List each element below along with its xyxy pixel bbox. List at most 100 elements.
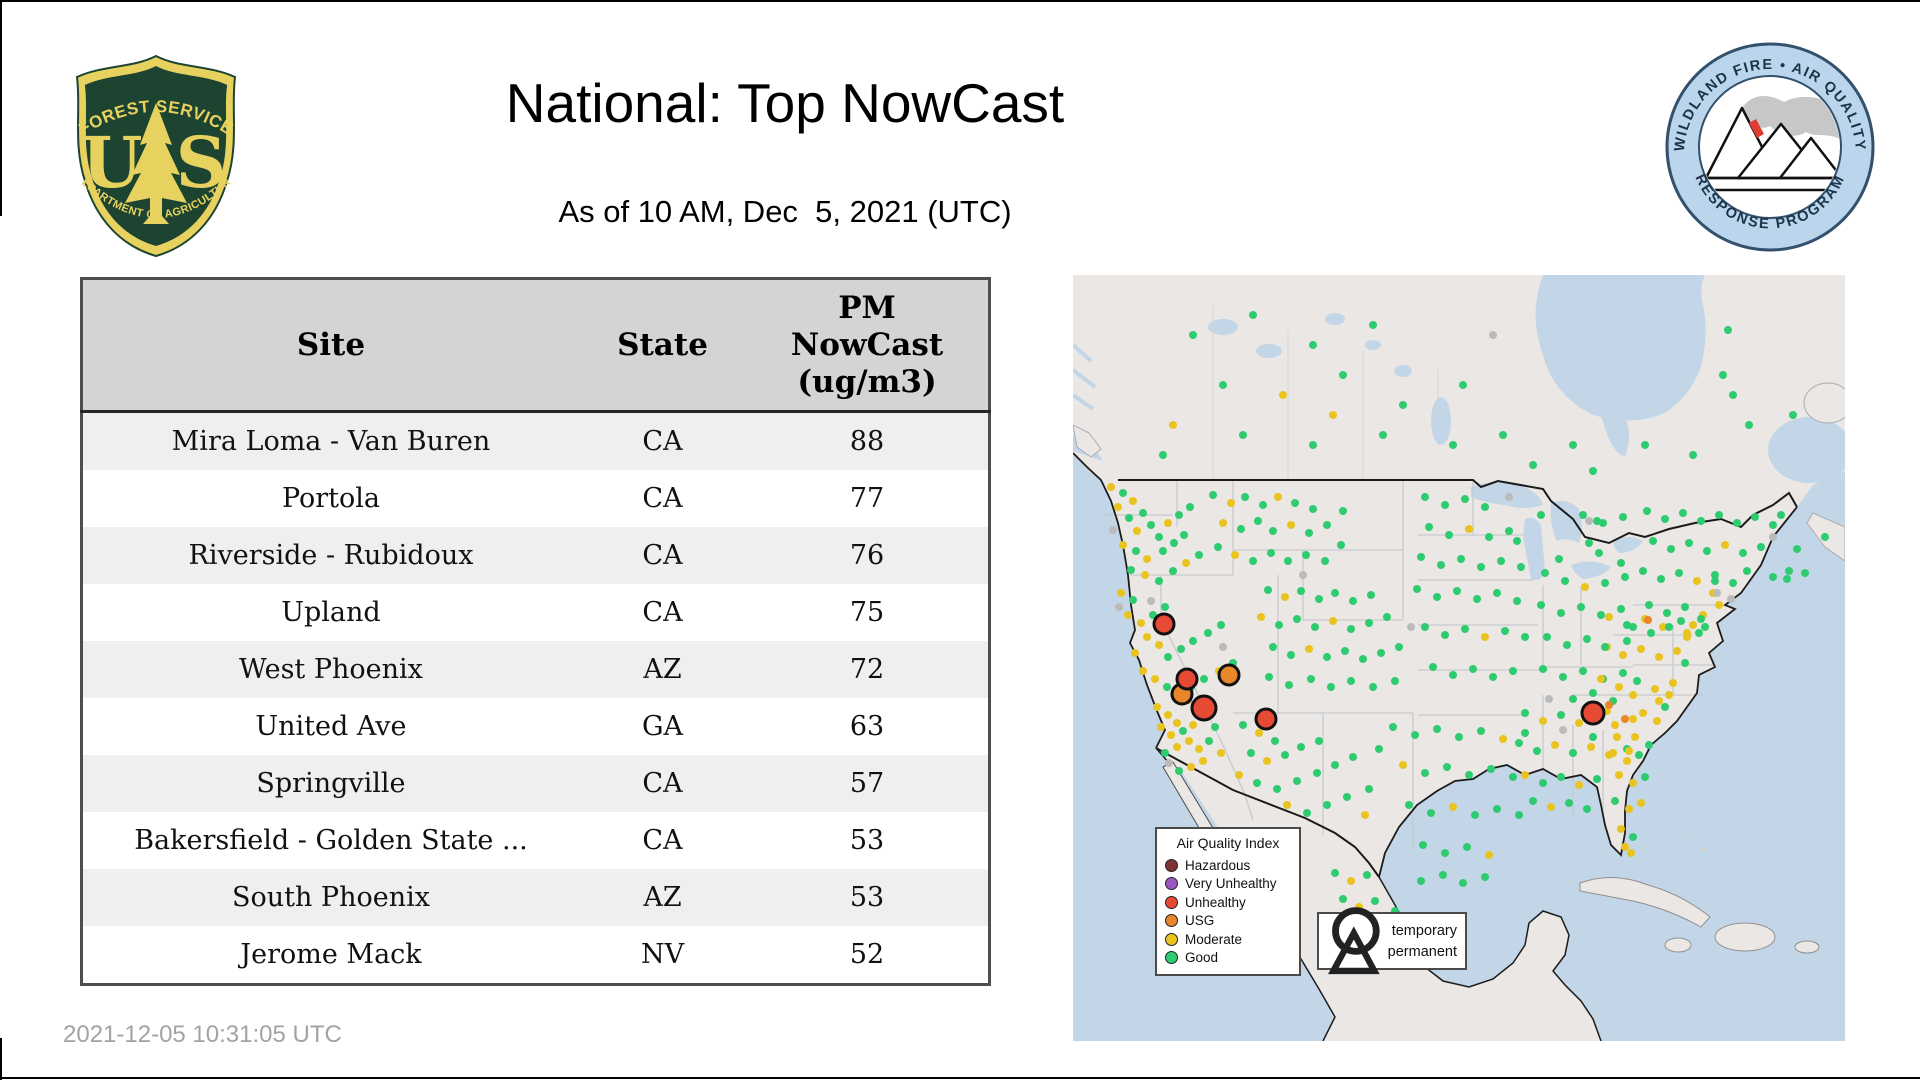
state-cell: GA — [641, 711, 684, 742]
state-cell: CA — [642, 483, 683, 514]
monitor-dot — [1114, 503, 1122, 511]
monitor-dot — [1579, 667, 1587, 675]
monitor-dot — [1821, 533, 1829, 541]
monitor-dot — [1161, 749, 1169, 757]
monitor-dot — [1271, 737, 1279, 745]
monitor-dot — [1361, 811, 1369, 819]
monitor-dot — [1789, 411, 1797, 419]
monitor-dot — [1315, 595, 1323, 603]
vancouver-island — [1073, 424, 1102, 458]
lake-small-2 — [1394, 365, 1412, 377]
value-cell: 72 — [849, 654, 885, 685]
monitor-dot — [1539, 665, 1547, 673]
site-cell: Riverside - Rubidoux — [188, 540, 474, 571]
monitor-dot — [1439, 871, 1447, 879]
monitor-dot — [1205, 737, 1213, 745]
table-row: Mira Loma - Van Buren CA 88 — [81, 411, 990, 470]
monitor-dot — [1331, 869, 1339, 877]
monitor-dot — [1777, 511, 1785, 519]
monitor-dot — [1143, 555, 1151, 563]
monitor-dot — [1309, 505, 1317, 513]
monitor-dot — [1619, 651, 1627, 659]
monitor-dot — [1559, 673, 1567, 681]
monitor-dot — [1159, 451, 1167, 459]
monitor-dot — [1421, 493, 1429, 501]
table-row: Springville CA 57 — [81, 755, 990, 812]
monitor-dot — [1745, 421, 1753, 429]
aqi-legend-entry: Hazardous — [1165, 856, 1291, 875]
monitor-dot — [1147, 597, 1155, 605]
monitor-dot — [1689, 451, 1697, 459]
monitor-dot — [1651, 685, 1659, 693]
monitor-dot — [1107, 483, 1115, 491]
lake-great-slave — [1256, 344, 1282, 358]
monitor-dot — [1365, 619, 1373, 627]
monitor-dot — [1697, 615, 1705, 623]
monitor-dot — [1685, 539, 1693, 547]
monitor-dot — [1141, 571, 1149, 579]
monitor-dot — [1170, 539, 1178, 547]
monitor-dot — [1214, 543, 1222, 551]
top-site-marker — [1217, 663, 1241, 687]
monitor-dot — [1595, 549, 1603, 557]
monitor-dot — [1217, 749, 1225, 757]
monitor-dot — [1441, 501, 1449, 509]
monitor-dot — [1543, 633, 1551, 641]
aqi-category-dot-icon — [1165, 914, 1178, 928]
monitor-dot — [1579, 511, 1587, 519]
monitor-dot — [1575, 781, 1583, 789]
monitor-dot — [1249, 311, 1257, 319]
monitor-dot — [1611, 797, 1619, 805]
monitor-dot — [1727, 595, 1735, 603]
monitor-dot — [1349, 597, 1357, 605]
monitor-dot — [1264, 586, 1272, 594]
legend-label-permanent: permanent — [1387, 943, 1457, 960]
monitor-dot — [1617, 825, 1625, 833]
monitor-dot — [1379, 431, 1387, 439]
triangle-outline-icon — [1328, 925, 1380, 974]
monitor-dot — [1109, 526, 1117, 534]
monitor-dot — [1443, 763, 1451, 771]
monitor-dot — [1182, 559, 1190, 567]
value-cell: 63 — [849, 711, 885, 742]
table-row: Riverside - Rubidoux CA 76 — [81, 527, 990, 584]
monitor-dot — [1724, 326, 1732, 334]
monitor-type-legend: temporary permanent — [1317, 906, 1467, 974]
monitor-dot — [1337, 541, 1345, 549]
aqi-legend: Air Quality Index Hazardous Very Unhealth… — [1155, 827, 1301, 976]
monitor-dot — [1323, 653, 1331, 661]
monitor-dot — [1315, 737, 1323, 745]
monitor-dot — [1165, 759, 1173, 767]
monitor-dot — [1371, 897, 1379, 905]
monitor-dot — [1597, 611, 1605, 619]
monitor-dot — [1537, 601, 1545, 609]
monitor-dot — [1675, 569, 1683, 577]
monitor-dot — [1593, 775, 1601, 783]
monitor-dot — [1155, 533, 1163, 541]
monitor-dot — [1769, 573, 1777, 581]
monitor-dot — [1557, 773, 1565, 781]
monitor-dot — [1331, 589, 1339, 597]
monitor-dot — [1457, 555, 1465, 563]
monitor-dot — [1597, 675, 1605, 683]
monitor-dot — [1155, 577, 1163, 585]
aqi-legend-entry: USG — [1165, 912, 1291, 931]
monitor-dot — [1132, 547, 1140, 555]
monitor-dot — [1557, 711, 1565, 719]
monitor-dot — [1365, 785, 1373, 793]
state-cell: AZ — [643, 654, 682, 685]
site-cell: Mira Loma - Van Buren — [171, 426, 491, 457]
monitor-dot — [1441, 849, 1449, 857]
bahamas-1 — [1683, 833, 1687, 837]
monitor-dot — [1367, 591, 1375, 599]
monitor-dot — [1179, 727, 1187, 735]
monitor-dot — [1391, 677, 1399, 685]
monitor-dot — [1343, 793, 1351, 801]
hispaniola — [1714, 922, 1776, 952]
monitor-dot — [1323, 801, 1331, 809]
monitor-dot — [1587, 743, 1595, 751]
bahamas-2 — [1701, 847, 1705, 851]
monitor-dot — [1609, 749, 1617, 757]
monitor-dot — [1127, 566, 1135, 574]
site-cell: Upland — [281, 597, 381, 628]
